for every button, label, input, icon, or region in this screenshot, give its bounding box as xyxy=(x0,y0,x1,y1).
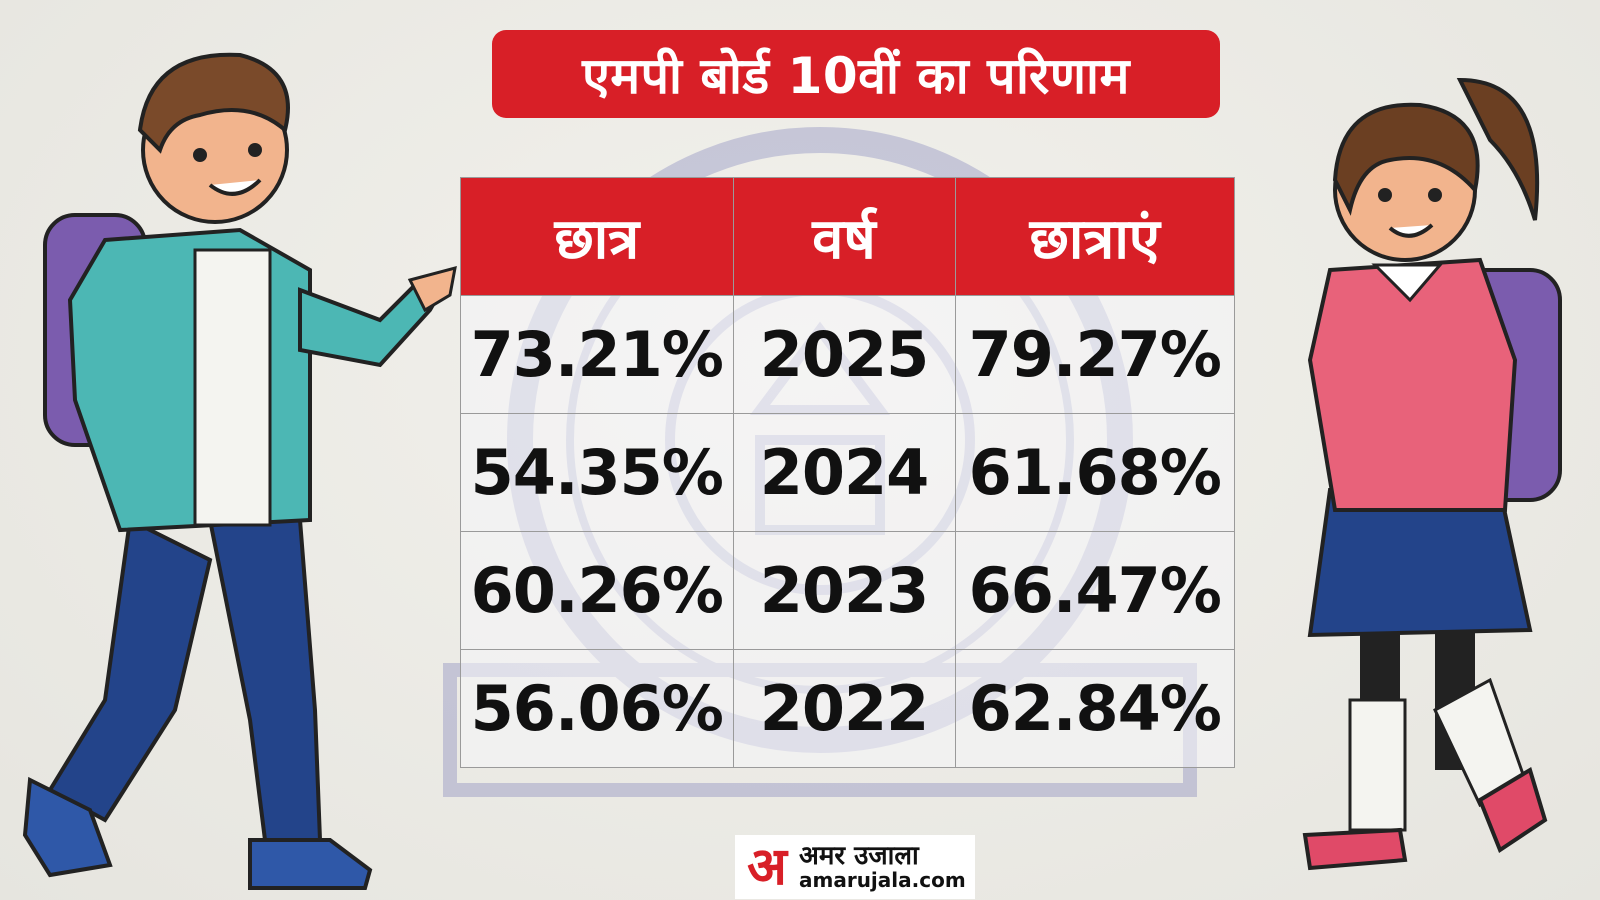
amar-ujala-logo: अ अमर उजाला amarujala.com xyxy=(735,835,975,899)
year: 2025 xyxy=(732,295,956,414)
year: 2023 xyxy=(732,531,956,650)
boys-pass-percent: 60.26% xyxy=(460,531,734,650)
boys-pass-percent: 54.35% xyxy=(460,413,734,532)
header-girls: छात्राएं xyxy=(954,177,1236,296)
girls-pass-percent: 66.47% xyxy=(954,531,1236,650)
year: 2024 xyxy=(732,413,956,532)
table-row: 60.26% 2023 66.47% xyxy=(460,531,1236,650)
logo-mark: अ xyxy=(747,836,787,897)
logo-url: amarujala.com xyxy=(799,868,966,893)
table-header-row: छात्र वर्ष छात्राएं xyxy=(460,177,1236,296)
year: 2022 xyxy=(732,649,956,768)
table-row: 54.35% 2024 61.68% xyxy=(460,413,1236,532)
girls-pass-percent: 62.84% xyxy=(954,649,1236,768)
girls-pass-percent: 61.68% xyxy=(954,413,1236,532)
page-title: एमपी बोर्ड 10वीं का परिणाम xyxy=(582,47,1130,105)
girl-student-illustration xyxy=(1302,77,1562,871)
header-year: वर्ष xyxy=(732,177,956,296)
boy-student-illustration xyxy=(22,52,457,890)
boys-pass-percent: 73.21% xyxy=(460,295,734,414)
table-row: 73.21% 2025 79.27% xyxy=(460,295,1236,414)
logo-hindi: अमर उजाला xyxy=(799,840,919,871)
title-banner: एमपी बोर्ड 10वीं का परिणाम xyxy=(492,30,1220,118)
boys-pass-percent: 56.06% xyxy=(460,649,734,768)
girls-pass-percent: 79.27% xyxy=(954,295,1236,414)
header-boys: छात्र xyxy=(460,177,734,296)
logo-text: अमर उजाला amarujala.com xyxy=(799,840,966,893)
results-table: छात्र वर्ष छात्राएं 73.21% 2025 79.27% 5… xyxy=(460,177,1236,768)
table-row: 56.06% 2022 62.84% xyxy=(460,649,1236,768)
